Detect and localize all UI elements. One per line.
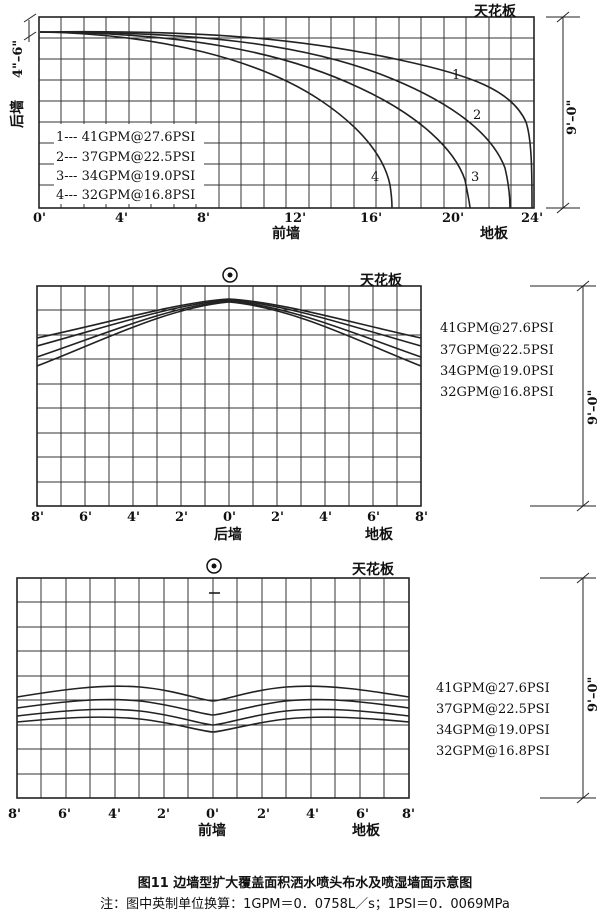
- panel3-x-tick: 4': [306, 807, 319, 822]
- panel1-x-tick: 12': [284, 211, 306, 226]
- panel1-height-dimension: [546, 11, 580, 214]
- curve-number-3: 3: [471, 170, 479, 185]
- panel2-ceiling-label: 天花板: [360, 272, 403, 289]
- panel2-x-tick: 2': [271, 510, 284, 525]
- panel2-legend-item-4: 32GPM@16.8PSI: [440, 385, 554, 400]
- panel2-x-tick: 8': [415, 510, 428, 525]
- panel1-front-wall-label: 前墙: [272, 225, 300, 242]
- panel1-offset-dimension: [23, 13, 37, 42]
- panel3-height-label: 9'–0": [586, 677, 601, 712]
- panel-side-view: 1 2 3 4 1--- 41GPM@27.6PSI 2--- 37GPM@22…: [9, 3, 580, 242]
- panel2-x-tick: 6': [367, 510, 380, 525]
- panel3-x-tick: 8': [8, 807, 21, 822]
- panel3-x-tick: 6': [356, 807, 369, 822]
- panel3-legend-item-2: 37GPM@22.5PSI: [436, 702, 550, 717]
- panel2-x-tick: 6': [79, 510, 92, 525]
- panel3-legend-item-3: 34GPM@19.0PSI: [436, 723, 550, 738]
- panel1-curve-2: [39, 31, 511, 209]
- panel1-x-tick: 4': [115, 211, 128, 226]
- panel3-x-tick: 4': [108, 807, 121, 822]
- panel2-height-label: 9'–0": [586, 390, 601, 425]
- panel3-x-tick: 2': [157, 807, 170, 822]
- figure-note: 注：图中英制单位换算：1GPM＝0．0758L／s；1PSI＝0．0069MPa: [100, 897, 510, 912]
- panel3-curve-3: [16, 708, 410, 726]
- panel1-x-tick: 16': [360, 211, 382, 226]
- panel3-curve-2: [16, 698, 410, 716]
- curve-number-1: 1: [452, 68, 460, 83]
- panel1-legend-item-4: 4--- 32GPM@16.8PSI: [56, 188, 195, 203]
- panel3-sprinkler-icon: [206, 558, 222, 594]
- panel2-sprinkler-icon: [222, 267, 238, 283]
- panel-front-wall-view: 天花板 41GPM@27.6PSI 37GPM@22.5PSI 34GPM@19…: [8, 558, 601, 839]
- figure-caption: 图11 边墙型扩大覆盖面积洒水喷头布水及喷湿墙面示意图: [137, 876, 473, 891]
- panel2-legend-item-3: 34GPM@19.0PSI: [440, 364, 554, 379]
- panel1-legend-box: [54, 124, 204, 204]
- panel1-legend-item-2: 2--- 37GPM@22.5PSI: [56, 150, 195, 165]
- panel2-curve-2: [36, 299, 422, 347]
- panel3-height-dimension: [540, 572, 596, 804]
- panel2-legend-item-1: 41GPM@27.6PSI: [440, 321, 554, 336]
- panel1-frame: [38, 16, 535, 209]
- panel1-curve-1: [39, 30, 533, 209]
- panel1-curve-3: [39, 31, 471, 209]
- panel1-legend-item-3: 3--- 34GPM@19.0PSI: [56, 169, 195, 184]
- panel2-x-tick: 0': [223, 510, 236, 525]
- panel1-x-tick: 0': [33, 211, 46, 226]
- panel1-curve-4: [39, 31, 393, 209]
- panel3-x-tick: 2': [257, 807, 270, 822]
- curve-number-2: 2: [473, 108, 481, 123]
- panel1-legend-item-1: 1--- 41GPM@27.6PSI: [56, 130, 195, 145]
- panel2-x-tick: 4': [127, 510, 140, 525]
- panel1-floor-label: 地板: [480, 225, 509, 242]
- curve-number-4: 4: [371, 170, 379, 185]
- panel3-grid: [17, 578, 409, 798]
- panel1-ceiling-label: 天花板: [474, 3, 517, 20]
- panel3-x-tick: 0': [206, 807, 219, 822]
- panel3-wall-label: 前墙: [198, 822, 226, 839]
- panel1-offset-label: 4"–6": [11, 40, 26, 78]
- panel2-legend-item-2: 37GPM@22.5PSI: [440, 343, 554, 358]
- panel1-back-wall-label: 后墙: [9, 100, 26, 128]
- panel2-grid: [37, 286, 421, 506]
- panel2-x-tick: 8': [31, 510, 44, 525]
- panel2-curve-4: [36, 301, 422, 367]
- panel2-frame: [36, 285, 422, 507]
- panel3-legend-item-1: 41GPM@27.6PSI: [436, 681, 550, 696]
- panel2-floor-label: 地板: [365, 526, 394, 543]
- panel3-floor-label: 地板: [352, 822, 381, 839]
- panel3-legend-item-4: 32GPM@16.8PSI: [436, 744, 550, 759]
- panel3-x-tick: 8': [402, 807, 415, 822]
- panel3-curve-1: [16, 685, 410, 702]
- panel2-height-dimension: [530, 280, 596, 512]
- panel2-x-tick: 4': [319, 510, 332, 525]
- panel3-x-ticks: 8' 6' 4' 2' 0' 2' 4' 6' 8': [8, 807, 415, 822]
- panel1-x-tick: 24': [521, 211, 543, 226]
- panel2-curve-3: [36, 300, 422, 358]
- panel3-ceiling-label: 天花板: [352, 561, 395, 578]
- panel-back-wall-view: 天花板 41GPM@27.6PSI 37GPM@22.5PSI 34GPM@19…: [31, 267, 601, 543]
- panel2-x-tick: 2': [175, 510, 188, 525]
- panel1-x-ticks: 0' 4' 8' 12' 16' 20' 24': [33, 211, 543, 226]
- panel2-x-ticks: 8' 6' 4' 2' 0' 2' 4' 6' 8': [31, 510, 428, 525]
- panel2-curve-1: [36, 298, 422, 339]
- panel1-height-label: 9'–0": [565, 100, 580, 135]
- panel1-x-tick: 20': [442, 211, 464, 226]
- panel1-x-tick: 8': [197, 211, 210, 226]
- panel3-frame: [16, 577, 410, 799]
- panel3-x-tick: 6': [58, 807, 71, 822]
- panel2-wall-label: 后墙: [214, 526, 242, 543]
- panel3-curve-4: [16, 716, 410, 733]
